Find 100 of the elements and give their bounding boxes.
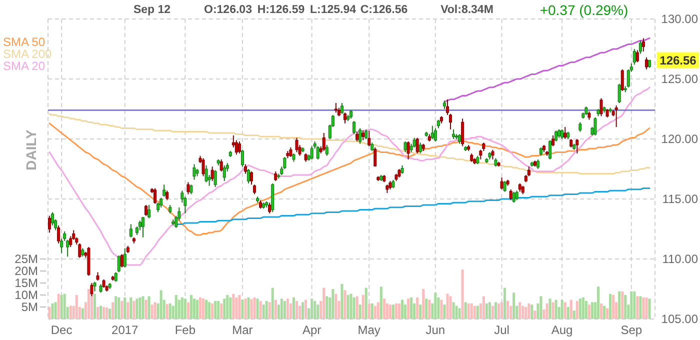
bar bbox=[380, 286, 382, 319]
text: SMA 20 bbox=[3, 59, 46, 73]
bar bbox=[596, 286, 600, 319]
bar bbox=[174, 295, 178, 319]
candlestick bbox=[129, 224, 132, 238]
y2-tick-label: 10M bbox=[14, 288, 38, 302]
bar bbox=[400, 300, 404, 319]
candlestick bbox=[491, 149, 494, 160]
bar bbox=[63, 294, 66, 319]
bar bbox=[180, 297, 184, 319]
candlestick bbox=[138, 220, 142, 231]
bar bbox=[310, 298, 314, 319]
candlestick bbox=[246, 168, 250, 184]
bar bbox=[458, 308, 461, 319]
candlestick bbox=[334, 102, 338, 114]
candlestick bbox=[352, 120, 356, 135]
bar bbox=[600, 303, 603, 319]
bar bbox=[603, 306, 606, 319]
candlestick bbox=[515, 190, 518, 201]
x-tick-label: Jul bbox=[494, 323, 510, 337]
y-tick-label: 110.00 bbox=[662, 252, 698, 266]
bar bbox=[449, 296, 452, 319]
candlestick bbox=[600, 98, 603, 117]
candlestick bbox=[356, 131, 359, 142]
bar bbox=[584, 301, 588, 319]
text: O:126.03 bbox=[204, 4, 252, 16]
bar bbox=[268, 302, 271, 319]
text: Vol:8.34M bbox=[440, 4, 494, 16]
candlestick bbox=[253, 184, 256, 195]
bar bbox=[148, 296, 150, 319]
candlestick bbox=[202, 158, 205, 177]
bar bbox=[582, 297, 584, 319]
bar bbox=[642, 297, 645, 319]
bar bbox=[633, 291, 636, 319]
bar bbox=[192, 298, 196, 319]
bar bbox=[202, 298, 205, 319]
bar bbox=[223, 298, 226, 319]
bar bbox=[518, 302, 522, 319]
bar bbox=[540, 296, 542, 319]
bar bbox=[504, 288, 506, 319]
bar bbox=[346, 295, 350, 319]
bar bbox=[428, 300, 431, 319]
bar bbox=[588, 304, 590, 319]
candlestick bbox=[144, 204, 148, 216]
bar bbox=[572, 310, 576, 319]
bar bbox=[280, 298, 283, 319]
bar bbox=[54, 302, 57, 319]
x-tick-label: Feb bbox=[174, 323, 196, 337]
candlestick bbox=[452, 128, 456, 140]
x-tick-label: Mar bbox=[232, 323, 253, 337]
candlestick bbox=[220, 158, 223, 172]
line-series bbox=[48, 86, 650, 266]
bar bbox=[51, 303, 54, 319]
bar bbox=[455, 306, 458, 319]
candlestick bbox=[458, 134, 462, 144]
bar bbox=[60, 295, 63, 319]
y-tick-label: 130.00 bbox=[661, 12, 698, 26]
x-tick-label: Apr bbox=[302, 323, 322, 337]
bar bbox=[352, 297, 356, 319]
bar bbox=[497, 303, 500, 319]
bar bbox=[205, 300, 208, 319]
bar bbox=[334, 294, 338, 319]
bar bbox=[166, 304, 168, 319]
bar bbox=[214, 301, 217, 319]
bar bbox=[362, 295, 364, 319]
candlestick bbox=[614, 104, 618, 128]
candlestick bbox=[192, 164, 196, 180]
bar bbox=[271, 288, 274, 319]
bar bbox=[229, 297, 232, 319]
candlestick bbox=[620, 68, 624, 92]
bar bbox=[382, 298, 386, 319]
bar bbox=[150, 304, 154, 319]
bar bbox=[232, 294, 235, 319]
candlestick bbox=[250, 170, 254, 186]
bar bbox=[546, 303, 548, 319]
bar bbox=[81, 308, 84, 319]
text: Sep 12 bbox=[133, 4, 171, 16]
bar bbox=[198, 297, 202, 319]
candlestick bbox=[322, 132, 326, 152]
candlestick bbox=[416, 137, 419, 154]
candlestick bbox=[268, 202, 272, 214]
bar bbox=[302, 302, 304, 319]
text: SMA 200 bbox=[3, 47, 52, 61]
bar bbox=[112, 302, 114, 319]
bar bbox=[238, 295, 241, 319]
bar bbox=[394, 303, 398, 319]
candlestick bbox=[636, 50, 639, 63]
candlestick bbox=[186, 182, 190, 195]
bar bbox=[154, 302, 156, 319]
bar bbox=[618, 291, 621, 319]
candlestick bbox=[295, 137, 298, 153]
bar bbox=[491, 306, 494, 319]
bar bbox=[250, 299, 253, 319]
bar bbox=[485, 303, 488, 319]
bar bbox=[636, 296, 639, 319]
bar bbox=[609, 294, 612, 319]
line-series bbox=[175, 187, 650, 225]
candlestick bbox=[576, 138, 579, 154]
y-tick-label: 115.00 bbox=[662, 192, 698, 206]
candlestick bbox=[368, 130, 371, 147]
